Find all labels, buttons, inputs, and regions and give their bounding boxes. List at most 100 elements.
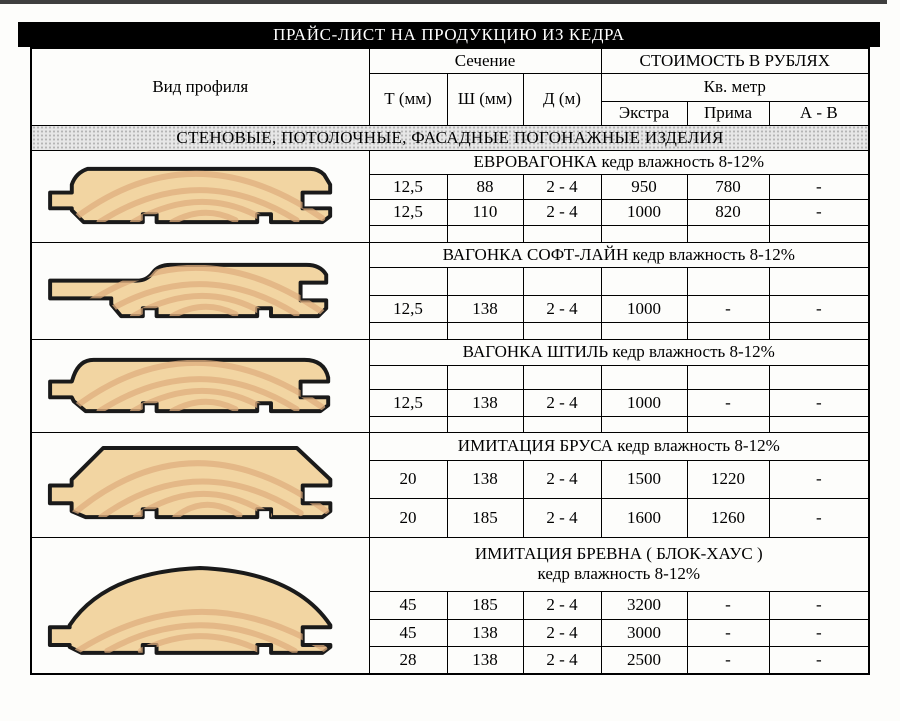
table-row-empty [31,266,870,296]
cell-thickness [368,224,448,243]
cell-price-extra: 1000 [600,388,688,417]
cell-length [522,364,602,390]
cell-price-prima: 1220 [686,459,770,499]
grade-ab-header: А - В [768,100,870,126]
table-row: 12,5 88 2 - 4 950 780 - [31,173,870,200]
cell-length [522,415,602,433]
cell-width: 138 [446,618,524,647]
page-title: ПРАЙС-ЛИСТ НА ПРОДУКЦИЮ ИЗ КЕДРА [18,22,880,47]
cell-price-extra: 1000 [600,294,688,323]
cell-price-ab: - [768,173,870,200]
cell-price-extra [600,364,688,390]
blockhaus-profile-icon [48,565,333,655]
cell-price-extra: 950 [600,173,688,200]
top-divider [0,0,887,4]
cell-thickness [368,266,448,296]
cell-price-ab: - [768,198,870,226]
width-header: Ш (мм) [446,72,524,126]
profile-cell-softline [30,241,370,340]
cell-price-extra: 3200 [600,590,688,620]
cell-width [446,415,524,433]
section-title-row: ВАГОНКА ШТИЛЬ кедр влажность 8-12% [30,338,870,433]
cell-price-prima [686,321,770,340]
cell-price-ab [768,266,870,296]
cell-length [522,224,602,243]
table-row-empty [31,321,870,340]
cell-price-ab: - [768,645,870,675]
cell-price-ab: - [768,459,870,499]
cell-price-prima: - [686,618,770,647]
cell-price-ab: - [768,590,870,620]
cell-price-extra: 1000 [600,198,688,226]
cell-width [446,224,524,243]
cell-price-ab: - [768,294,870,323]
cell-price-prima [686,224,770,243]
cell-length: 2 - 4 [522,497,602,538]
cell-price-extra: 1500 [600,459,688,499]
cell-length: 2 - 4 [522,198,602,226]
cell-length: 2 - 4 [522,590,602,620]
section-title-line2: кедр влажность 8-12% [537,564,700,583]
grade-prima-header: Прима [686,100,770,126]
cell-thickness [368,364,448,390]
thickness-header: Т (мм) [368,72,448,126]
cell-thickness: 45 [368,590,448,620]
cell-thickness: 28 [368,645,448,675]
cell-width: 138 [446,294,524,323]
cell-length: 2 - 4 [522,294,602,323]
cell-price-ab [768,415,870,433]
cell-thickness: 12,5 [368,388,448,417]
section-title: ВАГОНКА ШТИЛЬ кедр влажность 8-12% [368,338,870,366]
cell-price-prima: - [686,388,770,417]
softline-profile-icon [48,262,329,319]
cell-width [446,321,524,340]
cell-thickness [368,321,448,340]
cell-length: 2 - 4 [522,645,602,675]
cell-price-prima [686,266,770,296]
cell-price-ab [768,224,870,243]
cell-thickness: 12,5 [368,294,448,323]
table-row: 12,5 138 2 - 4 1000 - - [31,294,870,323]
cell-price-extra: 2500 [600,645,688,675]
cell-price-prima [686,415,770,433]
section-title-row: ЕВРОВАГОНКА кедр влажность 8-12% [30,149,870,243]
cell-price-ab: - [768,497,870,538]
price-table: Вид профиля Сечение СТОИМОСТЬ В РУБЛЯХ Т… [30,47,871,675]
category-band: СТЕНОВЫЕ, ПОТОЛОЧНЫЕ, ФАСАДНЫЕ ПОГОНАЖНЫ… [30,124,870,151]
section-title-row: ВАГОНКА СОФТ-ЛАЙН кедр влажность 8-12% [30,241,870,340]
cell-price-prima: 820 [686,198,770,226]
section-title-line1: ИМИТАЦИЯ БРЕВНА ( БЛОК-ХАУС ) [474,544,763,564]
cell-price-prima: - [686,645,770,675]
cell-width: 138 [446,645,524,675]
header-row-2: Т (мм) Ш (мм) Д (м) Кв. метр [31,72,870,126]
cell-length: 2 - 4 [522,459,602,499]
cell-thickness: 45 [368,618,448,647]
header-row-3: Экстра Прима А - В [31,100,870,126]
cell-length: 2 - 4 [522,388,602,417]
table-row: 20 138 2 - 4 1500 1220 - [31,459,870,499]
cell-width: 110 [446,198,524,226]
profile-cell-shtil [30,338,370,433]
cell-price-ab: - [768,388,870,417]
profile-column-header: Вид профиля [30,47,370,126]
section-title-row: ИМИТАЦИЯ БРУСА кедр влажность 8-12% [30,431,870,538]
cell-price-extra: 3000 [600,618,688,647]
cell-price-extra [600,321,688,340]
cell-width: 185 [446,590,524,620]
cell-width: 88 [446,173,524,200]
cell-length: 2 - 4 [522,618,602,647]
cell-thickness: 12,5 [368,198,448,226]
cell-price-extra [600,415,688,433]
brus-profile-icon [48,445,333,520]
length-header: Д (м) [522,72,602,126]
cell-length [522,266,602,296]
cell-price-ab [768,321,870,340]
cell-price-prima: 1260 [686,497,770,538]
header-row-1: Вид профиля Сечение СТОИМОСТЬ В РУБЛЯХ [30,47,870,126]
cell-price-ab [768,364,870,390]
cell-price-prima: - [686,590,770,620]
section-title: ЕВРОВАГОНКА кедр влажность 8-12% [368,149,870,175]
cell-length: 2 - 4 [522,173,602,200]
profile-cell-blockhaus [30,536,370,675]
